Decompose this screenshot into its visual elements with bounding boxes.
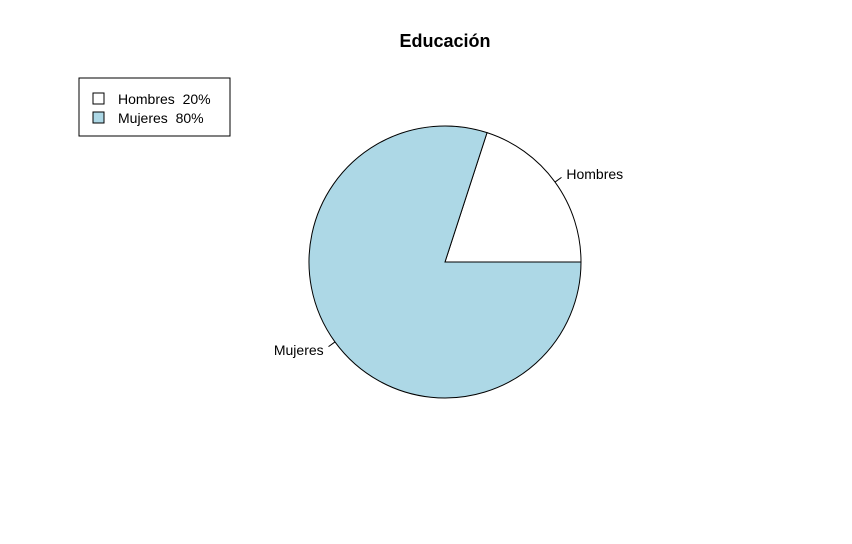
legend-box [78,77,231,137]
legend: Hombres 20% Mujeres 80% [78,77,231,137]
pie-slices: Hombres Mujeres [274,125,623,399]
slice-label-mujeres: Mujeres [274,342,324,358]
legend-swatch-hombres [92,92,105,105]
slice-label-tick-mujeres [328,341,336,348]
legend-entry-hombres: Hombres 20% [118,91,211,107]
legend-entry-mujeres: Mujeres 80% [118,110,204,126]
slice-label-hombres: Hombres [566,166,623,182]
slice-label-tick-hombres [554,176,562,183]
chart-title: Educación [399,31,490,51]
pie-slice-mujeres [308,125,582,399]
legend-swatch-mujeres [92,111,105,124]
